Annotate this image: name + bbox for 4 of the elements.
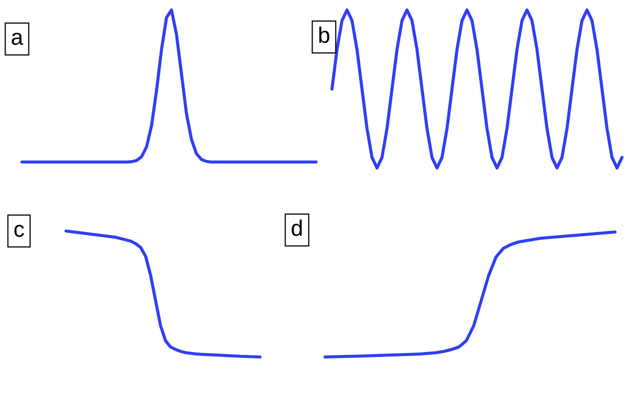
chart-title: d <box>292 220 302 236</box>
text: b <box>319 26 330 43</box>
text: a <box>12 32 24 45</box>
chart-title: c <box>14 224 24 237</box>
